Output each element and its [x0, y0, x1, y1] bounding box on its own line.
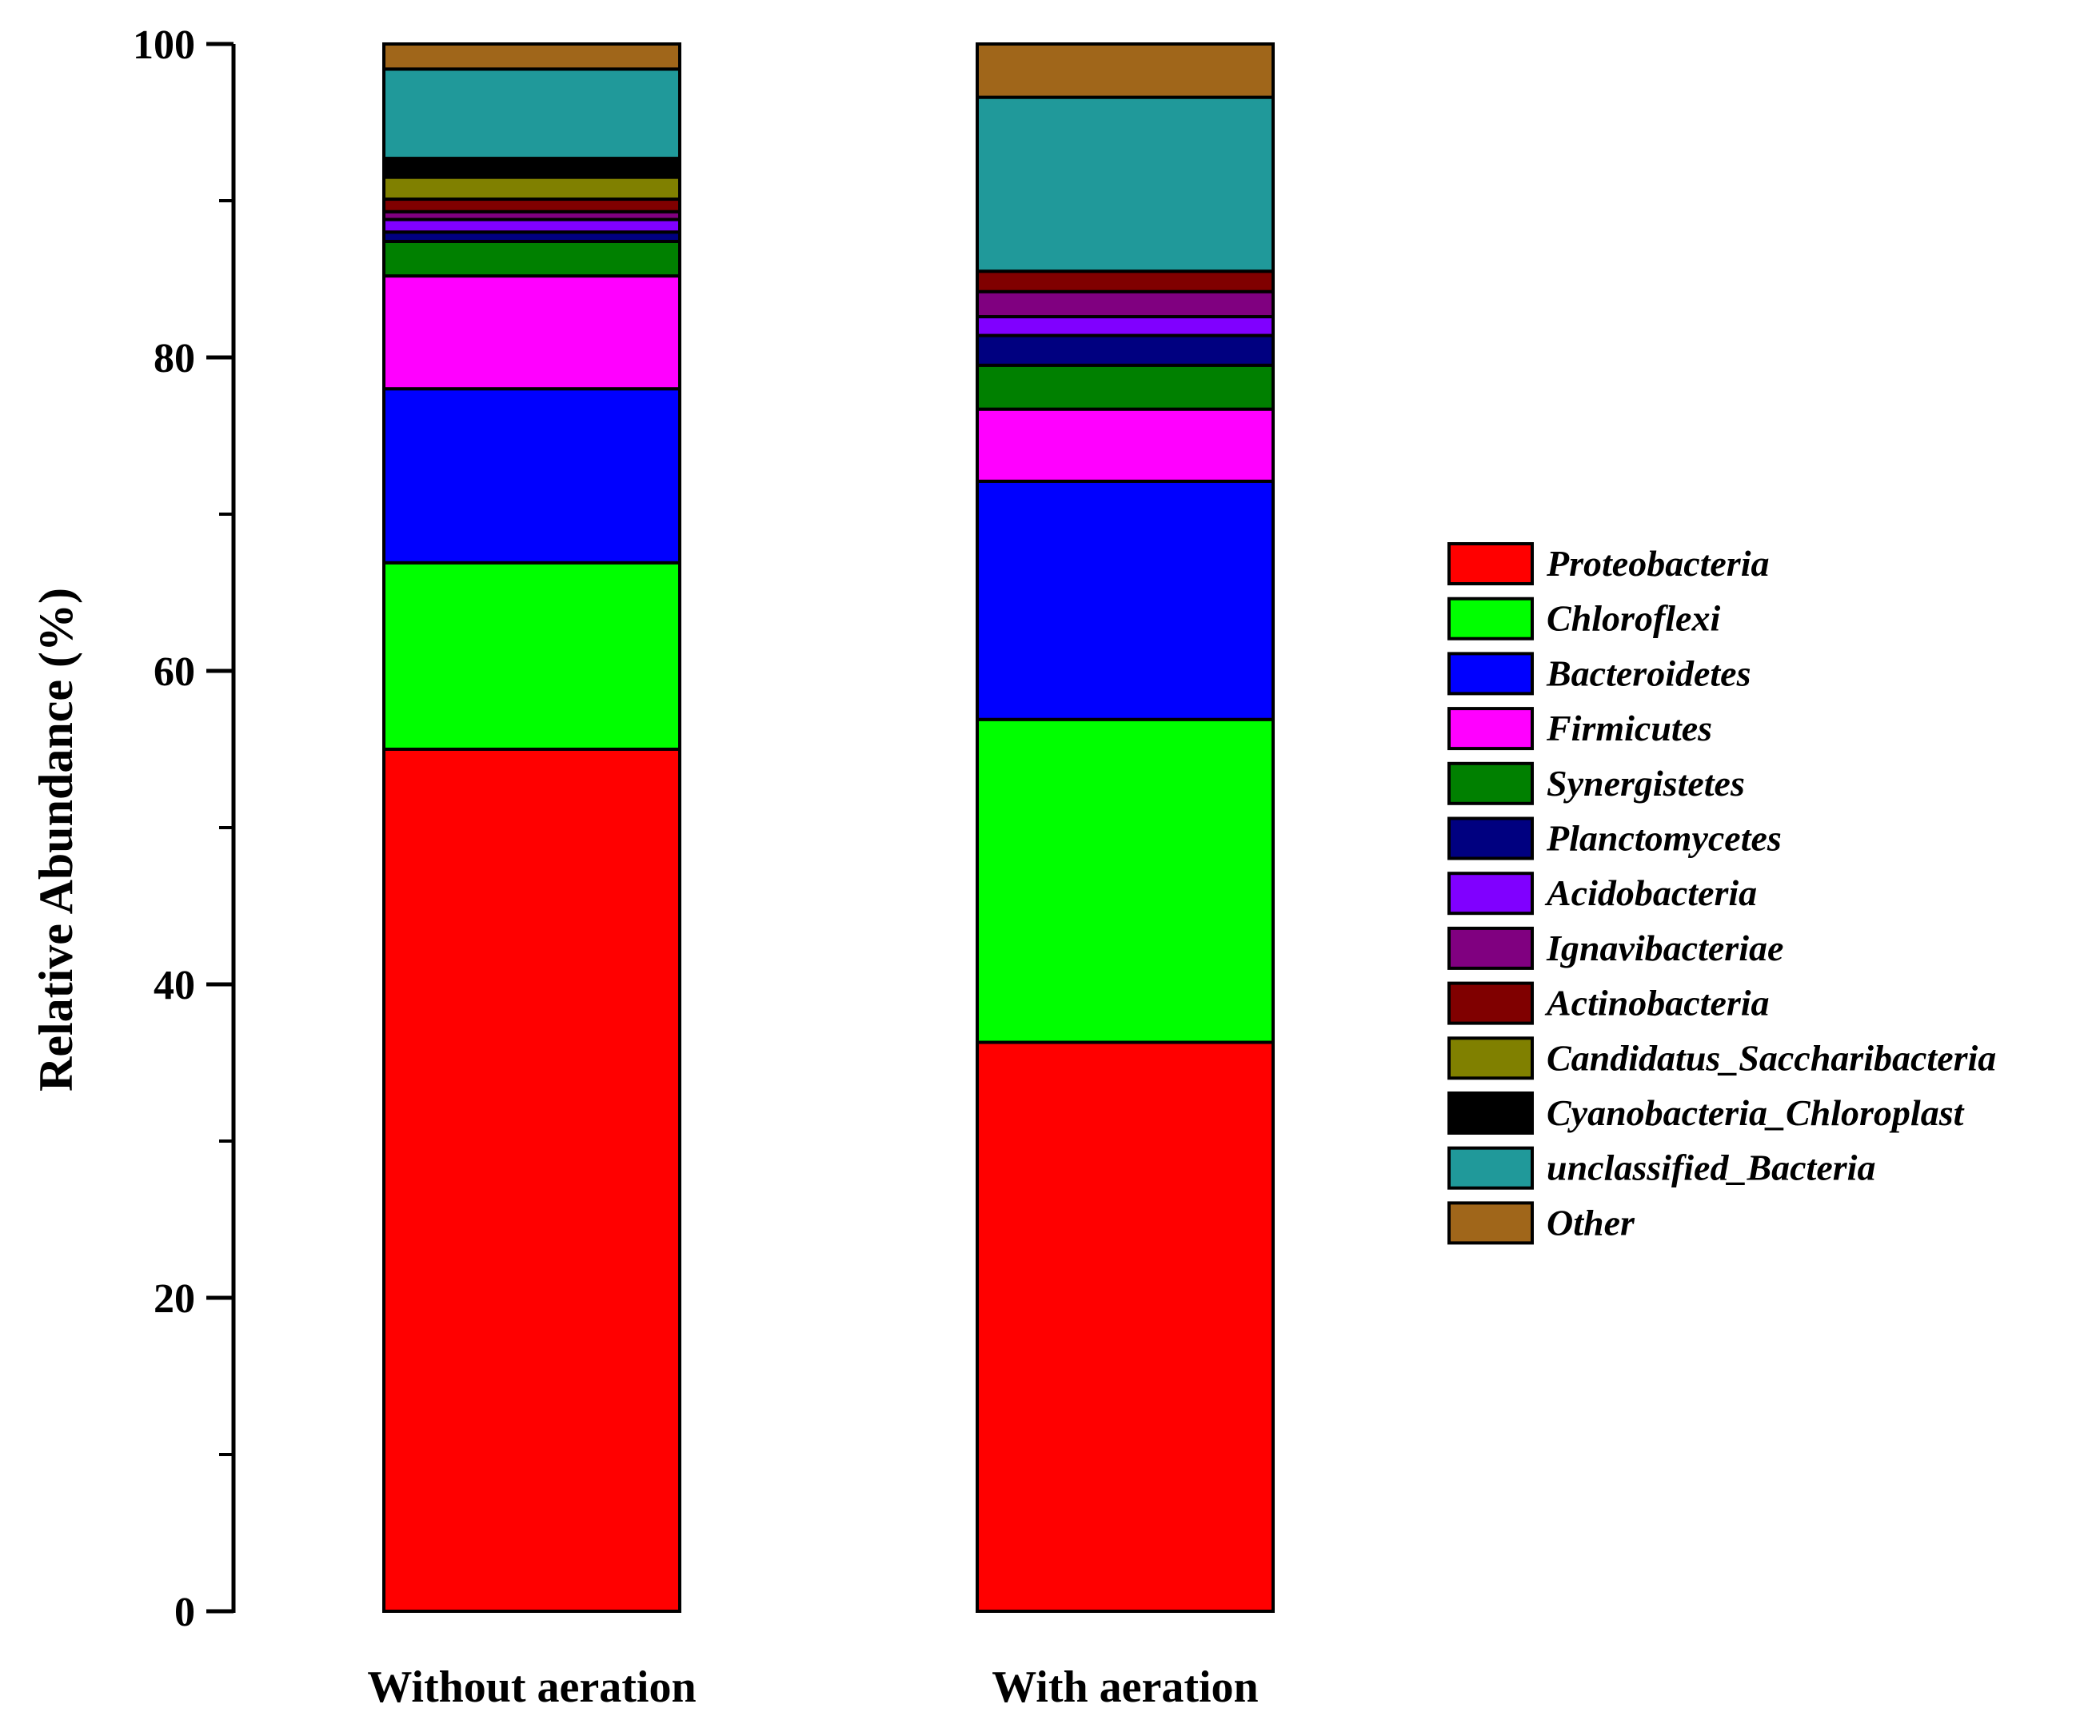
bar-segment-1-11 [976, 95, 1275, 273]
y-tick-label: 20 [154, 1276, 195, 1322]
category-label: Without aeration [367, 1662, 696, 1712]
bar-segment-0-10 [382, 157, 681, 179]
category-labels: Without aeration With aeration [367, 1662, 1258, 1712]
legend-swatch [1447, 542, 1534, 585]
legend-swatch [1447, 1146, 1534, 1190]
legend-label: Bacteroidetes [1546, 652, 1751, 693]
bar-segment-1-5 [976, 333, 1275, 367]
legend-swatch [1447, 816, 1534, 860]
bar-segment-1-6 [976, 315, 1275, 337]
legend-label: unclassified_Bacteria [1547, 1147, 1875, 1188]
legend-label: Firmicutes [1546, 708, 1712, 748]
y-tick-label: 60 [154, 649, 195, 695]
legend-label: Other [1547, 1202, 1635, 1243]
y-tick-label: 0 [174, 1590, 195, 1635]
bar-segment-0-1 [382, 561, 681, 752]
legend-swatch [1447, 872, 1534, 916]
y-axis-title: Relative Abundance (%) [30, 588, 82, 1091]
bar-segment-1-7 [976, 289, 1275, 319]
y-tick-label: 100 [133, 22, 195, 68]
legend-swatch [1447, 597, 1534, 641]
legend: Proteobacteria Chloroflexi Bacteroidetes Fi… [1447, 542, 1996, 1245]
legend-swatch [1447, 652, 1534, 696]
legend-swatch [1447, 1201, 1534, 1245]
bar-segment-0-11 [382, 67, 681, 161]
legend-label: Synergistetes [1547, 763, 1745, 804]
legend-label: Ignavibacteriae [1546, 928, 1783, 968]
legend-label: Cyanobacteria_Chloroplast [1547, 1092, 1965, 1133]
legend-swatch [1447, 926, 1534, 970]
legend-swatch [1447, 981, 1534, 1025]
bar-segment-0-12 [382, 42, 681, 71]
bar-segment-1-1 [976, 717, 1275, 1044]
legend-swatch [1447, 707, 1534, 751]
legend-swatch [1447, 1036, 1534, 1080]
legend-label: Actinobacteria [1544, 983, 1770, 1024]
bar-segment-0-8 [382, 198, 681, 214]
bar-segment-1-2 [976, 479, 1275, 721]
legend-label: Chloroflexi [1547, 598, 1720, 639]
bars-group [382, 42, 1275, 1613]
legend-swatch [1447, 1091, 1534, 1135]
legend-label: Planctomycetes [1546, 818, 1782, 859]
bar-segment-0-0 [382, 748, 681, 1613]
y-axis: 0 20 40 60 80 100 [133, 22, 236, 1635]
bar-segment-1-0 [976, 1040, 1275, 1613]
legend-swatch [1447, 761, 1534, 805]
bar-segment-0-4 [382, 239, 681, 278]
bar-segment-0-9 [382, 175, 681, 202]
bar-segment-0-2 [382, 387, 681, 565]
legend-label: Candidatus_Saccharibacteria [1547, 1037, 1996, 1078]
bar-segment-0-6 [382, 217, 681, 234]
bar-segment-1-3 [976, 407, 1275, 483]
bar-segment-1-4 [976, 363, 1275, 411]
bar-segment-1-12 [976, 42, 1275, 99]
category-label: With aeration [992, 1662, 1258, 1712]
bar-segment-0-3 [382, 274, 681, 391]
y-tick-label: 40 [154, 963, 195, 1008]
y-tick-label: 80 [154, 336, 195, 381]
legend-label: Proteobacteria [1546, 543, 1770, 584]
legend-label: Acidobacteria [1544, 872, 1757, 913]
bar-segment-1-8 [976, 269, 1275, 293]
